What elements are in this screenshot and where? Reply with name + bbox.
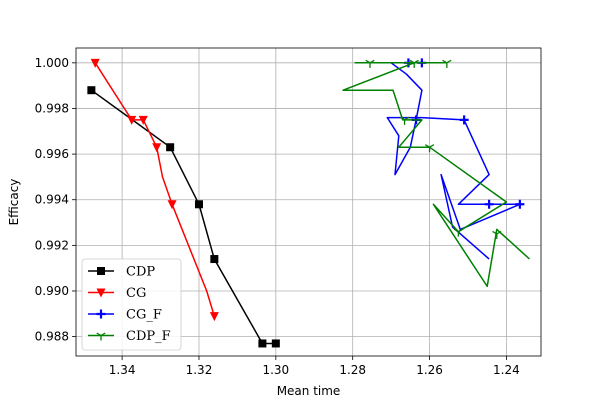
data-point [409,59,419,68]
series-line [386,62,521,260]
data-point [127,115,137,125]
data-point [152,143,162,153]
data-point [166,143,175,152]
data-point [258,339,267,348]
legend-marker [96,288,106,298]
legend-label: CDP [126,265,155,280]
legend: CDP CG CG_F CDP_F [81,258,182,351]
y-tick-label: 0.996 [35,147,69,161]
y-tick-label: 0.988 [35,330,69,344]
plot-frame [75,47,542,357]
legend-marker [96,332,106,341]
series-cdp-f [342,59,531,288]
y-tick-label: 0.992 [35,238,69,252]
x-tick-label: 1.30 [262,363,289,377]
x-tick-label: 1.24 [493,363,520,377]
y-tick-label: 1.000 [35,56,69,70]
x-tick-label: 1.34 [109,363,136,377]
data-point [442,59,452,68]
data-point [194,200,203,209]
data-point [484,199,494,209]
y-tick-label: 0.998 [35,101,69,115]
legend-entry: CDP [88,265,155,280]
data-point [167,200,177,210]
data-point [209,312,219,322]
data-point [424,144,435,153]
x-axis-label: Mean time [277,384,341,398]
legend-label: CG_F [126,308,162,323]
legend-entry: CG [88,286,146,301]
legend-label: CG [126,286,146,301]
legend-frame [81,258,182,351]
x-tick-label: 1.32 [186,363,213,377]
series-cdp [87,86,280,348]
y-tick-label: 0.994 [35,193,69,207]
data-point [87,86,96,95]
legend-entry: CG_F [88,308,162,323]
x-tick-label: 1.26 [416,363,443,377]
data-point [138,115,148,125]
legend-marker [97,267,105,275]
data-point [492,230,502,239]
data-point [365,59,375,68]
data-point [515,199,525,209]
legend-label: CDP_F [126,329,171,344]
data-point [453,228,464,237]
axis-ticks: 1.34 1.32 1.30 1.28 1.26 1.24 0.988 0.990 0.992 0… [35,56,520,377]
series-lines [87,58,531,348]
data-point [459,115,469,125]
x-tick-label: 1.28 [339,363,366,377]
y-tick-label: 0.990 [35,284,69,298]
legend-marker [96,309,106,319]
data-point [271,339,280,348]
series-line [342,62,531,288]
data-point [210,255,219,264]
y-axis-label: Efficacy [7,179,21,226]
data-point [399,116,410,125]
series-cg [90,58,219,322]
legend-entry: CDP_F [88,329,171,344]
data-point [90,58,100,68]
